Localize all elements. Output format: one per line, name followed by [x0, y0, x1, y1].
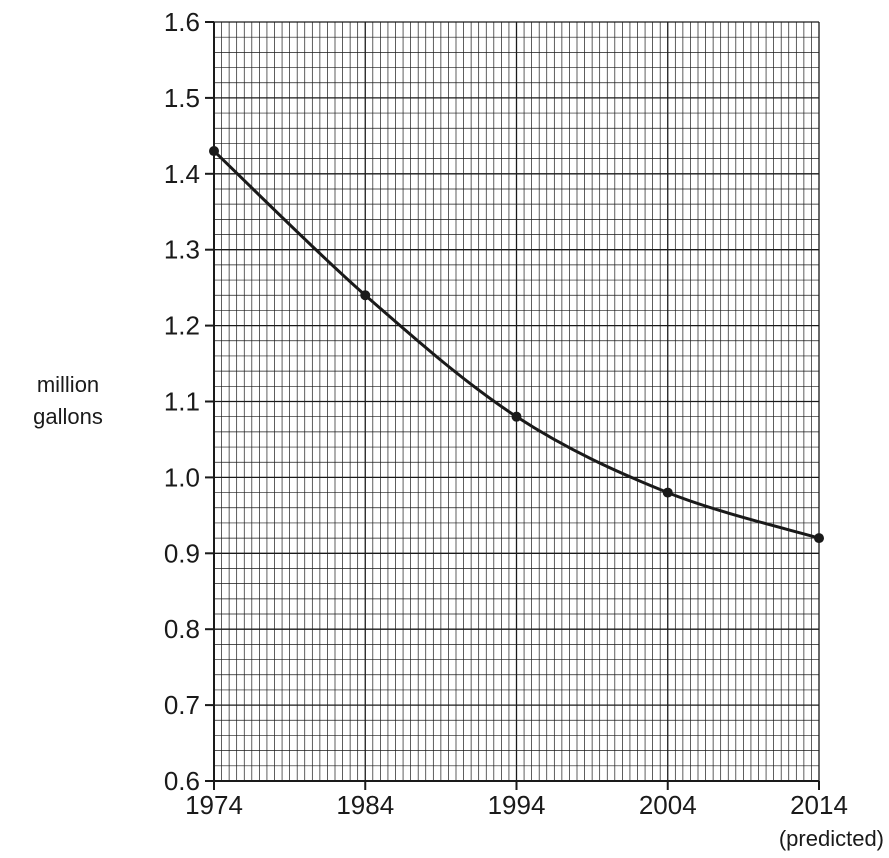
y-tick-label: 1.3 [164, 235, 200, 265]
data-point [360, 290, 371, 301]
x-tick-label: 1974 [185, 790, 243, 820]
y-axis-title-line-2: gallons [33, 404, 103, 429]
grid [213, 21, 820, 782]
series-group [209, 146, 824, 544]
y-axis: 0.6 0.7 0.8 0.9 1.0 1.1 1.2 1.3 1.4 1.5 1.6 [164, 7, 214, 796]
x-axis: 1974 1984 1994 2004 2014 [185, 781, 848, 820]
x-tick-label: 1994 [488, 790, 546, 820]
y-tick-label: 0.7 [164, 690, 200, 720]
y-tick-label: 1.4 [164, 159, 200, 189]
y-tick-label: 1.0 [164, 462, 200, 492]
y-tick-label: 1.1 [164, 387, 200, 417]
y-tick-label: 0.9 [164, 538, 200, 568]
y-tick-label: 1.5 [164, 83, 200, 113]
y-tick-label: 0.8 [164, 614, 200, 644]
axes [206, 22, 819, 789]
y-tick-label: 0.6 [164, 766, 200, 796]
data-point [511, 411, 522, 422]
x-note-predicted: (predicted) [779, 826, 884, 851]
data-point [209, 146, 219, 157]
y-axis-title-line-1: million [37, 372, 99, 397]
data-point [662, 487, 673, 498]
x-tick-label: 2014 [790, 790, 848, 820]
data-point [814, 533, 824, 544]
x-tick-label: 2004 [639, 790, 697, 820]
y-tick-label: 1.6 [164, 7, 200, 37]
x-tick-label: 1984 [336, 790, 394, 820]
y-tick-label: 1.2 [164, 311, 200, 341]
